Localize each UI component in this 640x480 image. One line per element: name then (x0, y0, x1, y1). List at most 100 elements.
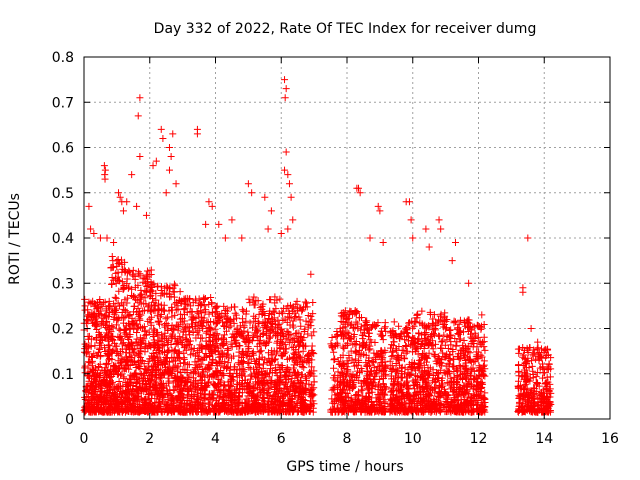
data-point (231, 309, 239, 317)
data-point (96, 373, 104, 381)
data-point (84, 344, 92, 352)
data-point (126, 341, 134, 349)
data-point (460, 337, 468, 345)
data-point (95, 328, 103, 336)
data-point (141, 348, 149, 356)
data-point (101, 321, 109, 329)
data-point (350, 362, 358, 370)
data-point (86, 367, 94, 375)
data-point (116, 326, 124, 334)
data-point (90, 407, 98, 415)
data-point (107, 379, 115, 387)
data-point (127, 390, 135, 398)
data-point (100, 376, 108, 384)
data-point (138, 324, 146, 332)
data-point (481, 346, 489, 354)
data-point (134, 392, 142, 400)
data-point (145, 341, 153, 349)
data-point (144, 278, 152, 286)
data-point (101, 364, 109, 372)
data-point (124, 284, 132, 292)
data-point (238, 306, 246, 314)
data-point (88, 381, 96, 389)
data-point (244, 359, 252, 367)
data-point (128, 406, 136, 414)
data-point (124, 405, 132, 413)
data-point (130, 302, 138, 310)
data-point (150, 325, 158, 333)
data-point (96, 360, 104, 368)
data-point (84, 358, 92, 366)
data-point (136, 292, 144, 300)
data-point (129, 266, 137, 274)
data-point (109, 392, 117, 400)
data-point (134, 268, 142, 276)
data-point (114, 333, 122, 341)
data-point (142, 271, 150, 279)
data-point (109, 335, 117, 343)
data-point (395, 322, 403, 330)
data-point (130, 292, 138, 300)
data-point (81, 295, 89, 303)
data-point (128, 317, 136, 325)
data-point (96, 393, 104, 401)
data-point (125, 342, 133, 350)
data-point (146, 355, 154, 363)
data-point (123, 269, 131, 277)
data-point (160, 341, 168, 349)
data-point (119, 364, 127, 372)
data-point (110, 388, 118, 396)
data-point (97, 387, 105, 395)
data-point (107, 408, 115, 416)
data-point (141, 294, 149, 302)
data-point (83, 400, 91, 408)
data-point (157, 283, 165, 291)
data-point (123, 382, 131, 390)
data-point (104, 360, 112, 368)
data-point (81, 395, 89, 403)
data-point (452, 342, 460, 350)
data-point (110, 310, 118, 318)
data-point (108, 370, 116, 378)
data-point (114, 256, 122, 264)
data-point (119, 285, 127, 293)
data-point (130, 372, 138, 380)
data-point (145, 396, 153, 404)
data-point (147, 291, 155, 299)
data-point (126, 324, 134, 332)
data-point (111, 293, 119, 301)
data-point (148, 295, 156, 303)
data-point (108, 305, 116, 313)
data-point (91, 310, 99, 318)
data-point (144, 317, 152, 325)
data-point (93, 305, 101, 313)
data-point (131, 358, 139, 366)
data-point (148, 280, 156, 288)
data-point (108, 401, 116, 409)
data-point (91, 342, 99, 350)
data-point (108, 253, 116, 261)
data-point (116, 407, 124, 415)
data-point (138, 339, 146, 347)
data-point (131, 369, 139, 377)
data-point (126, 325, 134, 333)
data-point (104, 303, 112, 311)
data-point (89, 390, 97, 398)
data-point (308, 342, 316, 350)
data-point (131, 283, 139, 291)
data-point (107, 365, 115, 373)
data-point (96, 370, 104, 378)
data-point (390, 318, 398, 326)
data-point (115, 277, 123, 285)
data-point (118, 335, 126, 343)
data-point (117, 371, 125, 379)
data-point (131, 317, 139, 325)
data-point (92, 376, 100, 384)
data-point (88, 359, 96, 367)
data-point (103, 352, 111, 360)
data-point (330, 348, 338, 356)
data-point (132, 363, 140, 371)
data-point (114, 352, 122, 360)
data-point (180, 359, 188, 367)
